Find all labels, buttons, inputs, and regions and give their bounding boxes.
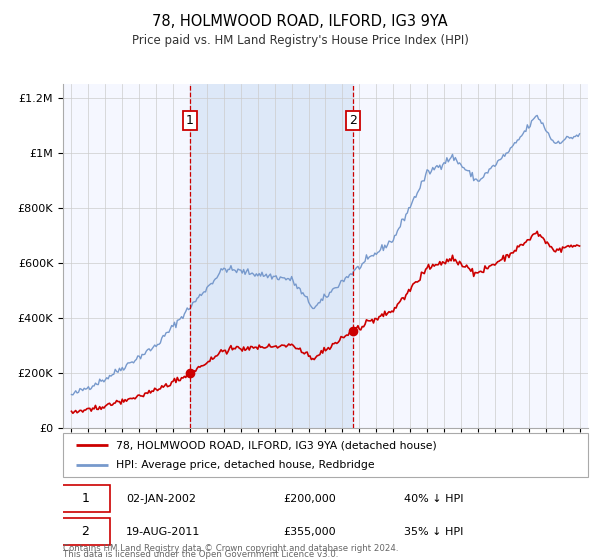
Text: 78, HOLMWOOD ROAD, ILFORD, IG3 9YA: 78, HOLMWOOD ROAD, ILFORD, IG3 9YA [152, 14, 448, 29]
Text: HPI: Average price, detached house, Redbridge: HPI: Average price, detached house, Redb… [115, 460, 374, 470]
Text: 2: 2 [349, 114, 357, 127]
Text: £200,000: £200,000 [284, 493, 336, 503]
Text: £355,000: £355,000 [284, 526, 336, 536]
Text: 35% ↓ HPI: 35% ↓ HPI [404, 526, 464, 536]
FancyBboxPatch shape [61, 518, 110, 545]
Text: 78, HOLMWOOD ROAD, ILFORD, IG3 9YA (detached house): 78, HOLMWOOD ROAD, ILFORD, IG3 9YA (deta… [115, 440, 436, 450]
FancyBboxPatch shape [61, 485, 110, 512]
Text: Contains HM Land Registry data © Crown copyright and database right 2024.: Contains HM Land Registry data © Crown c… [63, 544, 398, 553]
Text: 19-AUG-2011: 19-AUG-2011 [126, 526, 200, 536]
Text: 40% ↓ HPI: 40% ↓ HPI [404, 493, 464, 503]
Text: 1: 1 [82, 492, 89, 505]
Text: This data is licensed under the Open Government Licence v3.0.: This data is licensed under the Open Gov… [63, 550, 338, 559]
Text: 2: 2 [82, 525, 89, 538]
FancyBboxPatch shape [63, 433, 588, 477]
Bar [190, 84, 353, 428]
Text: Price paid vs. HM Land Registry's House Price Index (HPI): Price paid vs. HM Land Registry's House … [131, 34, 469, 46]
Text: 1: 1 [186, 114, 194, 127]
Text: 02-JAN-2002: 02-JAN-2002 [126, 493, 196, 503]
